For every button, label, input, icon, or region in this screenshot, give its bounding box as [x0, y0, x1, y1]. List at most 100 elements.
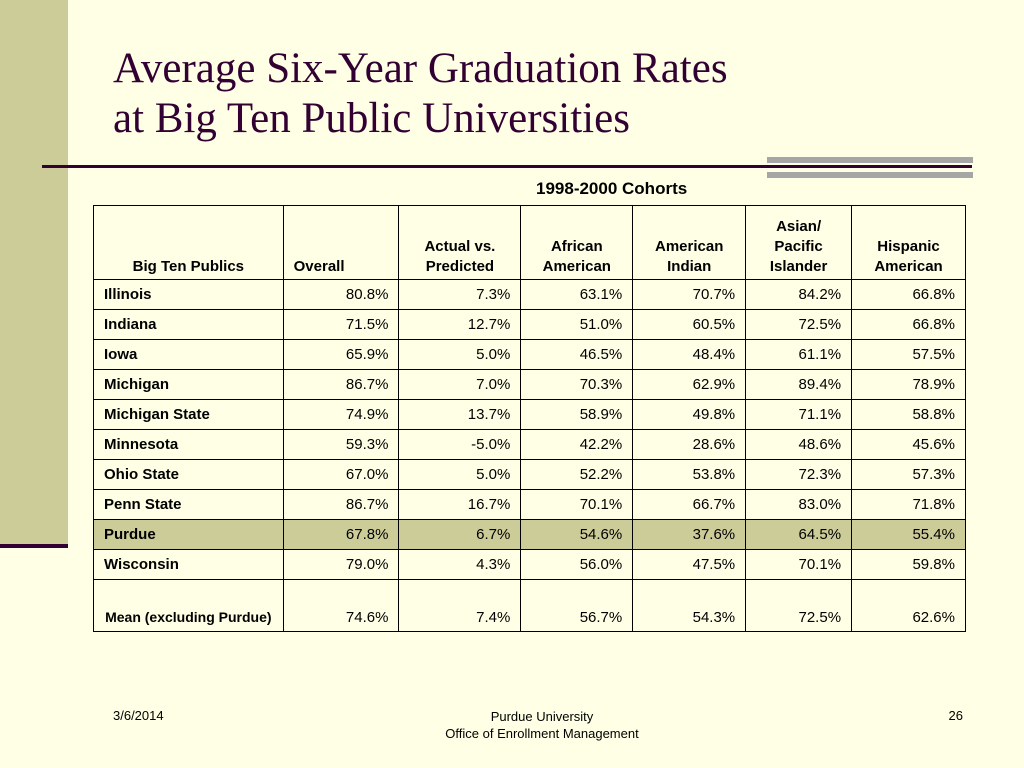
- left-accent-band: [0, 0, 68, 545]
- rate-cell: 70.1%: [520, 489, 634, 520]
- title-divider: [42, 165, 972, 168]
- rate-cell: 56.0%: [520, 549, 634, 580]
- rate-cell: 7.4%: [398, 579, 522, 632]
- rate-cell: 62.6%: [851, 579, 966, 632]
- rate-cell: 67.8%: [282, 519, 400, 550]
- rate-cell: 6.7%: [398, 519, 522, 550]
- rate-cell: 52.2%: [520, 459, 634, 490]
- rate-cell: 78.9%: [851, 369, 966, 400]
- institution-name-cell: Minnesota: [93, 429, 284, 460]
- rate-cell: 72.3%: [745, 459, 853, 490]
- column-header: African American: [520, 205, 634, 280]
- rate-cell: 83.0%: [745, 489, 853, 520]
- rate-cell: 66.7%: [632, 489, 747, 520]
- table-body: Illinois 80.8% 7.3% 63.1% 70.7% 84.2% 66.8% Ind…: [93, 279, 966, 632]
- rate-cell: 16.7%: [398, 489, 522, 520]
- footer-organization: Purdue University Office of Enrollment M…: [412, 708, 672, 742]
- rate-cell: 71.8%: [851, 489, 966, 520]
- rate-cell: 86.7%: [282, 489, 400, 520]
- rate-cell: 49.8%: [632, 399, 747, 430]
- rate-cell: 72.5%: [745, 579, 853, 632]
- rate-cell: 56.7%: [520, 579, 634, 632]
- rate-cell: 66.8%: [851, 279, 966, 310]
- footer-org-line-2: Office of Enrollment Management: [445, 726, 639, 741]
- footer-page-number: 26: [948, 708, 963, 723]
- table-header-row: Big Ten Publics Overall Actual vs. Predi…: [93, 205, 966, 280]
- rate-cell: 37.6%: [632, 519, 747, 550]
- rate-cell: 70.1%: [745, 549, 853, 580]
- rate-cell: 61.1%: [745, 339, 853, 370]
- table-row: Illinois 80.8% 7.3% 63.1% 70.7% 84.2% 66.8%: [93, 279, 966, 310]
- rate-cell: 47.5%: [632, 549, 747, 580]
- column-header: Asian/ Pacific Islander: [745, 205, 853, 280]
- graduation-rates-table: Big Ten Publics Overall Actual vs. Predi…: [93, 205, 966, 632]
- rate-cell: 79.0%: [282, 549, 400, 580]
- rate-cell: 57.5%: [851, 339, 966, 370]
- rate-cell: 59.8%: [851, 549, 966, 580]
- table-row: Mean (excluding Purdue) 74.6% 7.4% 56.7% 54.…: [93, 579, 966, 632]
- rate-cell: 63.1%: [520, 279, 634, 310]
- rate-cell: 5.0%: [398, 339, 522, 370]
- rate-cell: 5.0%: [398, 459, 522, 490]
- rate-cell: 28.6%: [632, 429, 747, 460]
- rate-cell: 48.6%: [745, 429, 853, 460]
- footer-org-line-1: Purdue University: [490, 709, 594, 724]
- rate-cell: 54.6%: [520, 519, 634, 550]
- rate-cell: 84.2%: [745, 279, 853, 310]
- rate-cell: 46.5%: [520, 339, 634, 370]
- rate-cell: 12.7%: [398, 309, 522, 340]
- rate-cell: 54.3%: [632, 579, 747, 632]
- rate-cell: 7.3%: [398, 279, 522, 310]
- institution-name-cell: Ohio State: [93, 459, 284, 490]
- table-row: Wisconsin 79.0% 4.3% 56.0% 47.5% 70.1% 59.8%: [93, 549, 966, 580]
- rate-cell: 55.4%: [851, 519, 966, 550]
- institution-name-cell: Illinois: [93, 279, 284, 310]
- rate-cell: 71.5%: [282, 309, 400, 340]
- rate-cell: 60.5%: [632, 309, 747, 340]
- rate-cell: 66.8%: [851, 309, 966, 340]
- rate-cell: 80.8%: [282, 279, 400, 310]
- institution-name-cell: Purdue: [93, 519, 284, 550]
- rate-cell: 51.0%: [520, 309, 634, 340]
- institution-name-cell: Wisconsin: [93, 549, 284, 580]
- table-row: Purdue 67.8% 6.7% 54.6% 37.6% 64.5% 55.4%: [93, 519, 966, 550]
- rate-cell: 57.3%: [851, 459, 966, 490]
- column-header: Hispanic American: [851, 205, 966, 280]
- table-row: Michigan 86.7% 7.0% 70.3% 62.9% 89.4% 78.9%: [93, 369, 966, 400]
- rate-cell: 42.2%: [520, 429, 634, 460]
- rate-cell: 65.9%: [282, 339, 400, 370]
- rate-cell: 13.7%: [398, 399, 522, 430]
- institution-name-cell: Mean (excluding Purdue): [93, 579, 284, 632]
- institution-name-cell: Indiana: [93, 309, 284, 340]
- rate-cell: 70.7%: [632, 279, 747, 310]
- column-header: Overall: [282, 205, 400, 280]
- rate-cell: 58.8%: [851, 399, 966, 430]
- title-line-2: at Big Ten Public Universities: [113, 95, 630, 142]
- rate-cell: 45.6%: [851, 429, 966, 460]
- rate-cell: 70.3%: [520, 369, 634, 400]
- rate-cell: -5.0%: [398, 429, 522, 460]
- institution-name-cell: Michigan: [93, 369, 284, 400]
- institution-name-cell: Iowa: [93, 339, 284, 370]
- institution-name-cell: Michigan State: [93, 399, 284, 430]
- institution-name-cell: Penn State: [93, 489, 284, 520]
- column-header: Actual vs. Predicted: [398, 205, 522, 280]
- accent-bar-bottom: [767, 172, 973, 178]
- rate-cell: 67.0%: [282, 459, 400, 490]
- table-row: Penn State 86.7% 16.7% 70.1% 66.7% 83.0% 71.8%: [93, 489, 966, 520]
- table-row: Iowa 65.9% 5.0% 46.5% 48.4% 61.1% 57.5%: [93, 339, 966, 370]
- left-accent-rule: [0, 544, 68, 548]
- footer-date: 3/6/2014: [113, 708, 164, 723]
- column-header: American Indian: [632, 205, 747, 280]
- table-row: Michigan State 74.9% 13.7% 58.9% 49.8% 71.1% 5…: [93, 399, 966, 430]
- rate-cell: 48.4%: [632, 339, 747, 370]
- rate-cell: 86.7%: [282, 369, 400, 400]
- rate-cell: 58.9%: [520, 399, 634, 430]
- column-header: Big Ten Publics: [93, 205, 284, 280]
- rate-cell: 71.1%: [745, 399, 853, 430]
- cohort-caption: 1998-2000 Cohorts: [536, 179, 688, 198]
- slide-title: Average Six-Year Graduation Rates at Big…: [113, 44, 993, 144]
- rate-cell: 74.9%: [282, 399, 400, 430]
- table-row: Indiana 71.5% 12.7% 51.0% 60.5% 72.5% 66.8%: [93, 309, 966, 340]
- table-row: Minnesota 59.3% -5.0% 42.2% 28.6% 48.6% 45.6%: [93, 429, 966, 460]
